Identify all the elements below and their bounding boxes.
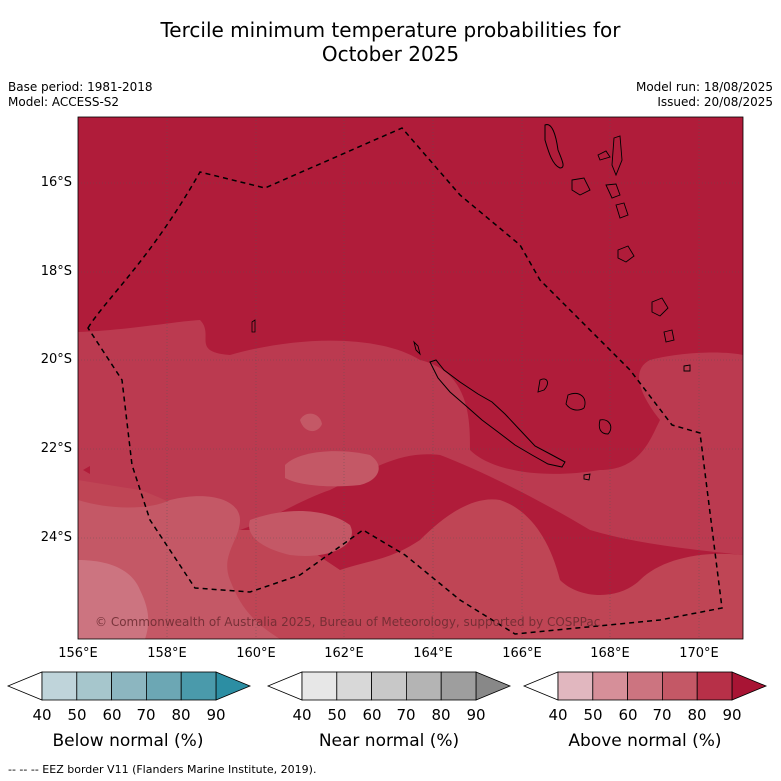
meta-right: Model run: 18/08/2025 Issued: 20/08/2025 xyxy=(636,80,773,110)
field-above-70 xyxy=(78,320,743,555)
model-run: Model run: 18/08/2025 xyxy=(635,80,773,94)
near-normal-label: Near normal (%) xyxy=(318,731,460,751)
near-swatch-80 xyxy=(440,671,477,701)
probability-field xyxy=(78,117,743,639)
above-swatch-60 xyxy=(627,671,663,701)
title-line-2: October 2025 xyxy=(321,42,460,66)
new-caledonia-island xyxy=(429,359,566,468)
below-swatch-60 xyxy=(111,671,147,701)
lon-label: 166°E xyxy=(502,646,542,661)
lat-label: 22°S xyxy=(40,441,72,456)
malekula-island xyxy=(571,177,591,196)
below-swatch-50 xyxy=(76,671,113,701)
below-normal-label: Below normal (%) xyxy=(52,731,204,751)
eez-border xyxy=(87,127,723,635)
above-swatch-70 xyxy=(662,671,698,701)
gridlines xyxy=(78,117,743,639)
map-frame xyxy=(77,116,744,640)
tick-label: 80 xyxy=(171,706,191,724)
field-patch-3 xyxy=(249,510,352,556)
aneityum-island xyxy=(683,364,691,372)
issued-date: Issued: 20/08/2025 xyxy=(657,95,773,109)
eez-legend: -- -- -- EEZ border V11 (Flanders Marine… xyxy=(8,763,317,776)
chesterfield-islets xyxy=(251,319,256,333)
below-swatch-80 xyxy=(180,671,217,701)
model-name: Model: ACCESS-S2 xyxy=(8,95,120,109)
lon-label: 158°E xyxy=(147,646,187,661)
efate-island xyxy=(617,245,635,263)
above-swatch-40 xyxy=(557,671,594,701)
lon-label: 164°E xyxy=(413,646,453,661)
tick-label: 60 xyxy=(102,706,122,724)
lon-label: 156°E xyxy=(58,646,98,661)
above-normal-label: Above normal (%) xyxy=(568,731,722,751)
near-swatch-50 xyxy=(336,671,372,701)
tick-label: 70 xyxy=(652,706,672,724)
pentecost-island xyxy=(611,135,623,177)
copyright-notice: © Commonwealth of Australia 2025, Bureau… xyxy=(95,615,601,629)
tick-label: 80 xyxy=(431,706,451,724)
tick-label: 40 xyxy=(292,706,312,724)
tick-label: 40 xyxy=(548,706,568,724)
ambrym-island xyxy=(605,183,621,199)
below-swatch-40 xyxy=(41,671,78,701)
belep-islands xyxy=(413,340,421,356)
lifou-island xyxy=(565,393,586,411)
below-swatch-70 xyxy=(145,671,182,701)
isle-of-pines xyxy=(583,473,591,481)
tanna-island xyxy=(663,329,675,343)
tick-label: 90 xyxy=(206,706,226,724)
ouvea-island xyxy=(537,378,548,393)
mare-island xyxy=(598,419,612,435)
base-period: Base period: 1981-2018 xyxy=(8,80,153,94)
colorbar-swatches xyxy=(41,671,733,701)
map-title: Tercile minimum temperature probabilitie… xyxy=(0,18,781,66)
tick-label: 90 xyxy=(466,706,486,724)
tick-label: 50 xyxy=(67,706,87,724)
above-swatch-50 xyxy=(592,671,628,701)
below-90-arrow xyxy=(215,671,252,701)
tick-label: 70 xyxy=(396,706,416,724)
tick-label: 90 xyxy=(722,706,742,724)
tick-label: 40 xyxy=(32,706,52,724)
field-patch-2 xyxy=(300,413,322,432)
field-above-50 xyxy=(78,560,149,639)
maewo-island xyxy=(597,150,611,161)
meta-left: Base period: 1981-2018 Model: ACCESS-S2 xyxy=(8,80,153,110)
field-patch-1 xyxy=(285,451,379,487)
tick-label: 70 xyxy=(136,706,156,724)
erromango-island xyxy=(651,297,669,317)
near-swatch-70 xyxy=(405,671,442,701)
tick-label: 50 xyxy=(583,706,603,724)
tick-label: 50 xyxy=(327,706,347,724)
field-patch-4 xyxy=(83,466,90,474)
tick-label: 60 xyxy=(618,706,638,724)
lat-label: 20°S xyxy=(40,352,72,367)
lon-label: 162°E xyxy=(324,646,364,661)
tick-label: 80 xyxy=(687,706,707,724)
title-line-1: Tercile minimum temperature probabilitie… xyxy=(160,18,621,42)
espiritu-santo xyxy=(544,124,564,169)
lat-label: 24°S xyxy=(40,530,72,545)
lon-label: 168°E xyxy=(590,646,630,661)
epi-island xyxy=(615,202,629,219)
near-swatch-60 xyxy=(371,671,407,701)
lon-label: 170°E xyxy=(679,646,719,661)
above-90-arrow xyxy=(731,671,768,701)
near-90-arrow xyxy=(475,671,512,701)
lat-label: 16°S xyxy=(40,175,72,190)
field-above-65 xyxy=(78,480,743,639)
tick-label: 60 xyxy=(362,706,382,724)
near-swatch-40 xyxy=(301,671,338,701)
lon-label: 160°E xyxy=(236,646,276,661)
above-swatch-80 xyxy=(696,671,733,701)
lat-label: 18°S xyxy=(40,264,72,279)
